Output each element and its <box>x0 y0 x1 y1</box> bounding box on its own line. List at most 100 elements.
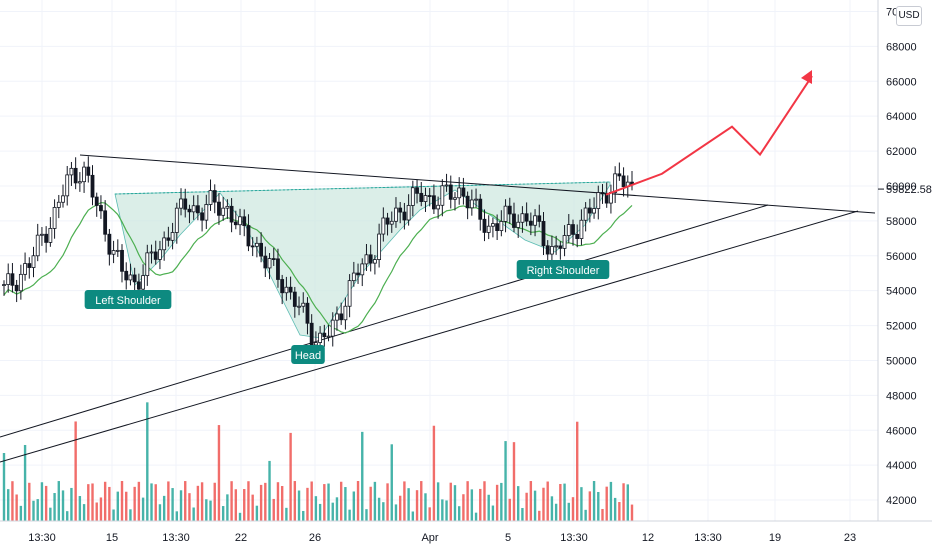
volume-bar <box>162 495 166 521</box>
y-tick-label: 44000 <box>886 460 917 472</box>
x-tick-label: 26 <box>309 532 321 544</box>
volume-bar <box>171 488 174 521</box>
volume-bar <box>213 482 216 521</box>
candle-up <box>491 223 495 227</box>
volume-bar <box>23 444 27 521</box>
volume-bar <box>87 484 90 521</box>
volume-bar <box>344 487 347 521</box>
candle-up <box>221 207 226 216</box>
volume-bar <box>352 491 356 521</box>
volume-bar <box>483 481 486 521</box>
candle-up <box>6 273 11 285</box>
volume-bar <box>529 481 533 521</box>
x-tick-label: 19 <box>769 532 781 544</box>
x-tick-label: 13:30 <box>694 532 722 544</box>
candle-up <box>56 201 61 208</box>
volume-bar <box>323 484 326 521</box>
volume-bar <box>11 481 14 521</box>
candle-up <box>533 215 537 226</box>
candle-up <box>191 205 196 213</box>
ma-line <box>3 201 633 334</box>
volume-bar <box>32 500 35 521</box>
volume-bar <box>571 497 575 521</box>
candle-up <box>174 207 179 233</box>
candle-down <box>587 207 592 214</box>
volume-bar <box>630 504 634 521</box>
forecast-arrowhead <box>801 70 812 84</box>
candle-down <box>44 233 49 243</box>
volume-bar <box>424 493 427 521</box>
y-tick-label: 54000 <box>886 286 917 298</box>
currency-button[interactable]: USD <box>896 6 922 26</box>
candle-up <box>141 275 145 290</box>
candle-up <box>238 216 242 226</box>
candle-up <box>499 221 504 231</box>
annotation-label: Right Shoulder <box>527 265 600 277</box>
volume-bar <box>331 502 334 521</box>
volume-bar <box>512 442 516 521</box>
candle-down <box>512 213 516 228</box>
volume-bar <box>95 502 98 521</box>
volume-bar <box>441 499 444 521</box>
candle-up <box>61 195 65 203</box>
candle-down <box>288 286 293 293</box>
candle-up <box>423 195 428 202</box>
grid-lines <box>0 0 878 521</box>
y-tick-label: 46000 <box>886 425 917 437</box>
candle-up <box>162 237 167 251</box>
candle-down <box>322 332 327 338</box>
volume-bar <box>508 498 511 521</box>
volume-bar <box>411 511 415 521</box>
descending-trendline <box>79 154 876 214</box>
volume-bar <box>7 489 10 521</box>
volume-bar <box>521 508 524 521</box>
candle-up <box>474 198 478 201</box>
volume-bar <box>251 494 254 521</box>
candle-down <box>153 251 158 260</box>
volume-bar <box>103 481 107 521</box>
volume-bar <box>167 481 170 521</box>
volume-bar <box>188 493 191 521</box>
candle-down <box>195 205 200 214</box>
volume-bar <box>356 481 360 521</box>
y-tick-label: 56000 <box>886 251 917 263</box>
volume-bar <box>108 486 111 521</box>
candle-up <box>170 232 175 241</box>
volume-bar <box>339 481 343 521</box>
volume-bar <box>99 497 103 521</box>
volume-bar <box>293 481 297 521</box>
volume-bar <box>601 508 604 521</box>
volume-bar <box>306 487 309 521</box>
volume-bar <box>559 483 562 521</box>
candle-up <box>440 185 445 206</box>
volume-bar <box>618 502 621 521</box>
candle-up <box>208 190 213 205</box>
y-tick-label: 60000 <box>886 181 917 193</box>
volume-bar <box>302 510 305 521</box>
y-tick-label: 62000 <box>886 146 917 158</box>
volume-bar <box>398 495 402 521</box>
candle-down <box>183 198 188 210</box>
candle-up <box>377 233 382 260</box>
volume-bar <box>247 481 250 521</box>
candle-down <box>124 270 129 281</box>
volume-bar <box>74 421 77 521</box>
volume-bar <box>238 512 242 521</box>
volume-bar <box>436 482 440 521</box>
volume-bar <box>390 444 393 521</box>
volume-bar <box>255 505 259 521</box>
candle-up <box>326 335 331 338</box>
volume-bar <box>192 507 195 521</box>
candle-down <box>339 313 344 321</box>
candle-up <box>254 242 259 247</box>
annotation-label: Head <box>295 350 321 362</box>
volume-bar <box>268 460 271 521</box>
volume-bar <box>221 506 225 521</box>
x-tick-label: 13:30 <box>162 532 190 544</box>
candle-down <box>259 242 264 257</box>
volume-bar <box>407 488 410 521</box>
forecast-line <box>605 70 813 196</box>
volume-bar <box>150 483 153 521</box>
x-tick-label: 13:30 <box>28 532 56 544</box>
